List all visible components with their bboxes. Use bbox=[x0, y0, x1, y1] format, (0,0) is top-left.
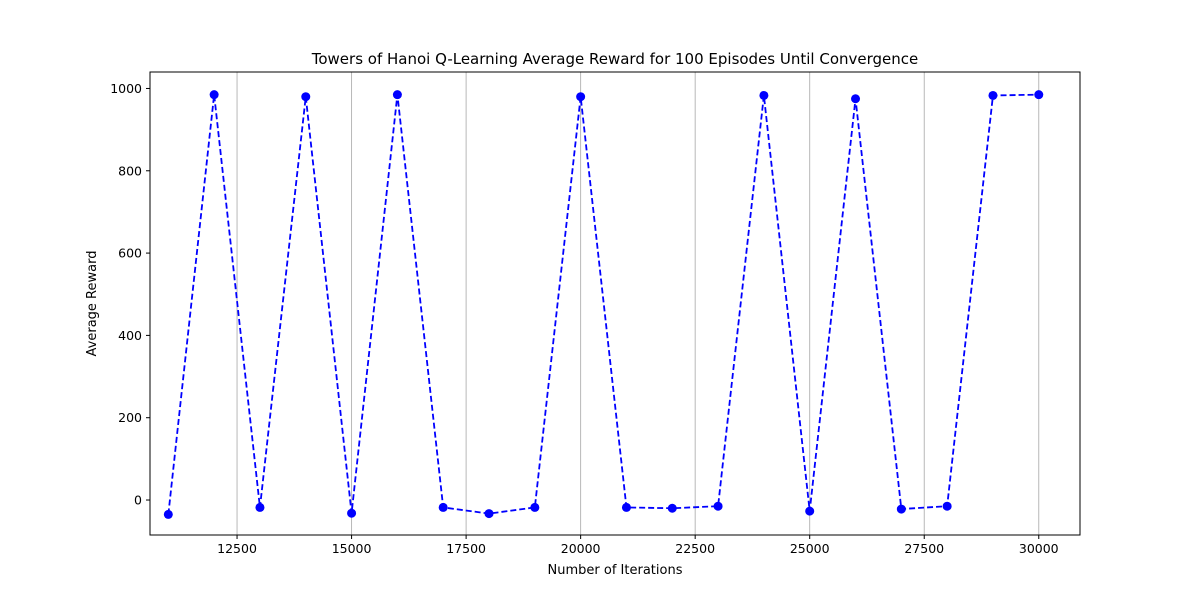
x-tick-label: 22500 bbox=[675, 541, 715, 556]
data-point-marker bbox=[301, 92, 311, 102]
data-point-marker bbox=[759, 90, 769, 100]
data-point-marker bbox=[805, 506, 815, 516]
chart-title: Towers of Hanoi Q-Learning Average Rewar… bbox=[311, 50, 919, 68]
y-axis-ticks: 0 200 400 600 800 1000 bbox=[110, 81, 150, 508]
data-point-marker bbox=[713, 501, 723, 511]
data-point-marker bbox=[942, 501, 952, 511]
x-tick-label: 12500 bbox=[217, 541, 257, 556]
data-point-marker bbox=[347, 508, 357, 518]
data-point-marker bbox=[621, 502, 631, 512]
data-point-marker bbox=[255, 502, 265, 512]
data-point-marker bbox=[163, 509, 173, 519]
y-tick-label: 600 bbox=[118, 246, 142, 261]
x-axis-label: Number of Iterations bbox=[548, 563, 683, 578]
x-tick-label: 27500 bbox=[904, 541, 944, 556]
x-tick-label: 30000 bbox=[1019, 541, 1059, 556]
y-tick-label: 200 bbox=[118, 410, 142, 425]
data-point-marker bbox=[530, 502, 540, 512]
y-tick-label: 800 bbox=[118, 163, 142, 178]
y-tick-label: 0 bbox=[134, 493, 142, 508]
x-axis-ticks: 12500 15000 17500 20000 22500 25000 27500 30000 bbox=[217, 535, 1059, 556]
data-point-marker bbox=[851, 94, 861, 104]
x-tick-label: 15000 bbox=[332, 541, 372, 556]
series-line bbox=[167, 93, 1039, 515]
data-point-marker bbox=[667, 503, 677, 513]
plot-area-frame bbox=[149, 71, 1081, 536]
data-point-marker bbox=[392, 90, 402, 100]
data-point-marker bbox=[1034, 90, 1044, 100]
y-axis-label: Average Reward bbox=[85, 251, 100, 357]
data-point-marker bbox=[896, 504, 906, 514]
data-point-marker bbox=[438, 502, 448, 512]
grid-lines bbox=[236, 72, 1040, 535]
data-point-marker bbox=[209, 90, 219, 100]
series-group bbox=[163, 90, 1044, 519]
data-point-marker bbox=[484, 509, 494, 519]
x-tick-label: 17500 bbox=[446, 541, 486, 556]
data-point-marker bbox=[988, 90, 998, 100]
x-tick-label: 20000 bbox=[561, 541, 601, 556]
data-point-marker bbox=[576, 92, 586, 102]
x-tick-label: 25000 bbox=[790, 541, 830, 556]
y-tick-label: 1000 bbox=[110, 81, 142, 96]
y-tick-label: 400 bbox=[118, 328, 142, 343]
